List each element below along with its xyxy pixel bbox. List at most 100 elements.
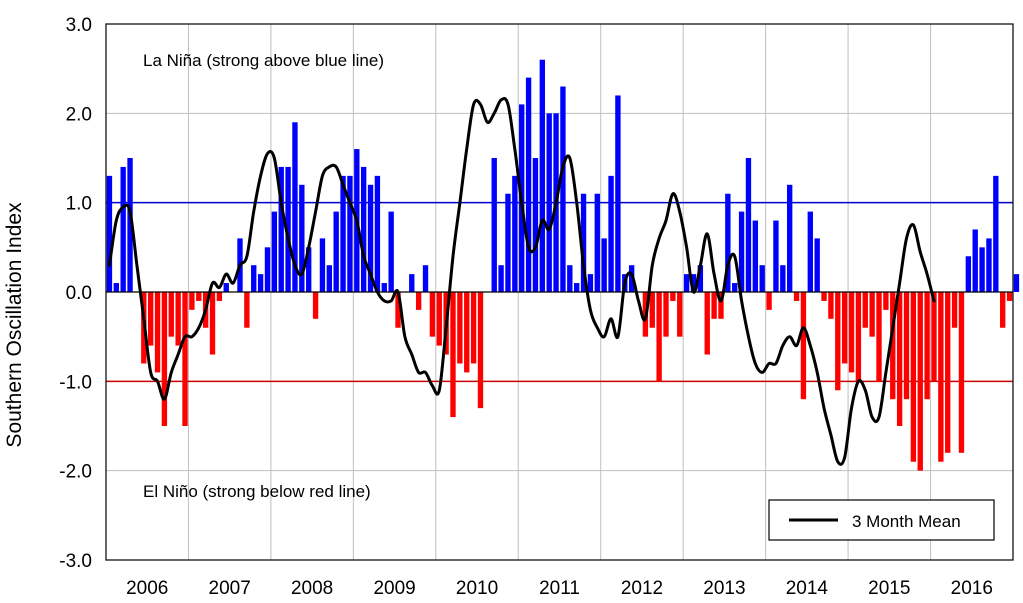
soi-bar [965, 256, 972, 292]
soi-bar [154, 292, 161, 373]
soi-bar [1013, 274, 1020, 292]
plot-border [105, 23, 1014, 561]
soi-bar [264, 247, 271, 292]
soi-bar [381, 283, 387, 292]
soi-bar [409, 274, 415, 292]
soi-bar [951, 292, 958, 328]
y-tick-label: -1.0 [59, 372, 92, 393]
soi-bar [752, 220, 759, 292]
x-tick-label: 2009 [373, 578, 415, 599]
soi-bar [512, 175, 518, 292]
soi-bar [360, 166, 367, 292]
y-tick-label: 1.0 [66, 194, 92, 215]
soi-bar [807, 211, 813, 292]
x-tick-label: 2011 [539, 578, 580, 599]
soi-bar [415, 292, 422, 310]
soi-bar [244, 292, 250, 328]
soi-bar [1000, 292, 1006, 328]
soi-bar [367, 184, 374, 292]
soi-bar [931, 292, 937, 382]
soi-bar [182, 292, 188, 426]
soi-bar [470, 292, 477, 364]
soi-bar [1006, 292, 1013, 301]
y-axis-label: Southern Oscillation Index [3, 202, 26, 448]
soi-bar [436, 292, 442, 346]
soi-bar [821, 292, 827, 301]
soi-bar [924, 292, 930, 400]
soi-bar [271, 211, 278, 292]
soi-bar [333, 211, 339, 292]
soi-bar [189, 292, 195, 310]
y-tick-label: -3.0 [59, 551, 92, 572]
soi-bar [464, 292, 470, 373]
soi-bar [814, 238, 820, 292]
soi-bar [292, 122, 298, 293]
soi-bar [862, 292, 868, 328]
el-nino-annotation: El Niño (strong below red line) [143, 482, 371, 501]
x-tick-label: 2008 [291, 578, 333, 599]
soi-bar [993, 175, 999, 292]
soi-bar [209, 292, 216, 355]
soi-bar [120, 166, 126, 292]
soi-bar [615, 95, 621, 292]
soi-bar [656, 292, 662, 382]
soi-bar [216, 292, 223, 301]
soi-bar [161, 292, 168, 426]
soi-bar [319, 238, 326, 292]
soi-bar [388, 211, 394, 292]
soi-bar [910, 292, 917, 462]
soi-bar [147, 292, 154, 346]
soi-bar [477, 292, 484, 409]
x-tick-label: 2014 [786, 578, 829, 599]
soi-bar [498, 265, 504, 292]
soi-bar [938, 292, 944, 462]
soi-bar [525, 77, 532, 292]
soi-bar [704, 292, 710, 355]
soi-bar [257, 274, 264, 292]
soi-bar [546, 113, 552, 292]
soi-bar [677, 292, 683, 337]
x-tick-label: 2012 [621, 578, 663, 599]
soi-bar [491, 158, 497, 292]
x-tick-labels: 2006 2007 2008 2009 2010 2011 2012 2013 2014 2015… [126, 578, 993, 599]
soi-bar [374, 175, 381, 292]
soi-bar [560, 86, 566, 293]
soi-bar [883, 292, 889, 310]
soi-bar [567, 265, 573, 292]
soi-bar [869, 292, 875, 337]
soi-bar [587, 274, 594, 292]
soi-bar [876, 292, 882, 382]
legend: 3 Month Mean [768, 499, 995, 541]
soi-bar [457, 292, 463, 364]
legend-label: 3 Month Mean [852, 512, 961, 531]
soi-bar [896, 292, 903, 426]
soi-bar [773, 220, 779, 292]
soi-bar [745, 158, 752, 292]
soi-bar [312, 292, 319, 319]
soi-bar [670, 292, 676, 301]
soi-bar [649, 292, 655, 328]
soi-bar [835, 292, 841, 391]
soi-bar [278, 166, 284, 292]
soi-bar [890, 292, 896, 400]
soi-bar [340, 175, 346, 292]
soi-bar [306, 247, 312, 292]
soi-bar [127, 158, 133, 292]
y-tick-label: 0.0 [66, 283, 92, 304]
soi-bar [106, 175, 113, 292]
y-tick-label: -2.0 [59, 462, 92, 483]
soi-bar [690, 274, 697, 292]
soi-bar [759, 265, 765, 292]
soi-bar [800, 292, 807, 400]
soi-bar [697, 265, 704, 292]
soi-bar [505, 193, 511, 292]
soi-bar [725, 193, 731, 292]
soi-bar [738, 211, 745, 292]
y-tick-label: 2.0 [66, 104, 92, 125]
x-tick-label: 2016 [951, 578, 993, 599]
soi-bar [945, 292, 951, 453]
soi-bar [766, 292, 772, 310]
y-tick-labels: -3.0 -2.0 -1.0 0.0 1.0 2.0 3.0 [59, 15, 92, 572]
x-tick-label: 2013 [703, 578, 745, 599]
